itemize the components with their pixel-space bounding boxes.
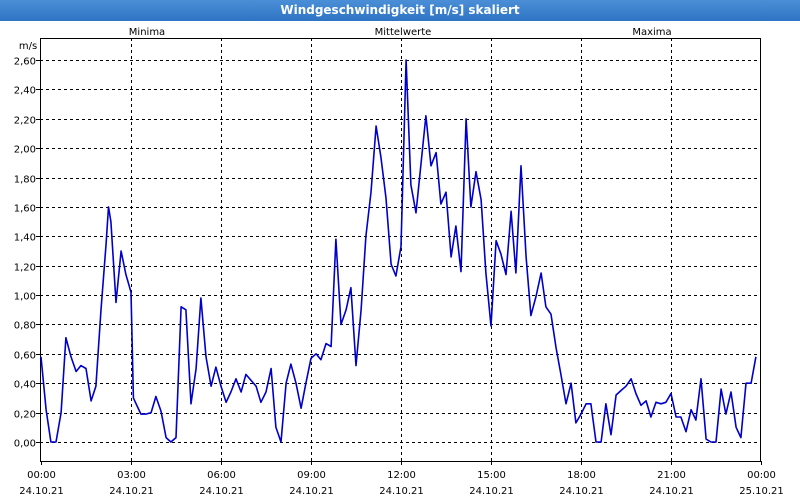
- x-tick-date: 24.10.21: [199, 486, 244, 497]
- x-tick-date: 25.10.21: [739, 486, 784, 497]
- series-line-mittelwerte: [40, 59, 757, 443]
- x-tick-time: 18:00: [567, 470, 596, 481]
- y-axis: 0,00 0,20 0,40 0,60 0,80 1,00 1,20 1,40 1,60 1,80…: [14, 57, 40, 450]
- y-tick-label: 1,40: [14, 233, 36, 244]
- y-tick-label: 2,20: [14, 116, 36, 127]
- x-tick-time: 06:00: [207, 470, 236, 481]
- x-tick-date: 24.10.21: [559, 486, 604, 497]
- series-layer: [40, 59, 757, 443]
- x-axis: 00:00 24.10.21 03:00 24.10.21 06:00 24.10.21 0…: [19, 461, 784, 497]
- x-tick-date: 24.10.21: [19, 486, 64, 497]
- legend-minima: Minima: [129, 27, 165, 38]
- y-tick-label: 0,40: [14, 380, 36, 391]
- x-tick-time: 21:00: [657, 470, 686, 481]
- legend-mittelwerte: Mittelwerte: [375, 27, 432, 38]
- window-title: Windgeschwindigkeit [m/s] skaliert: [0, 0, 800, 21]
- y-tick-label: 2,40: [14, 86, 36, 97]
- y-tick-label: 2,60: [14, 57, 36, 68]
- x-tick-time: 12:00: [387, 470, 416, 481]
- x-tick-time: 03:00: [117, 470, 146, 481]
- y-tick-label: 0,20: [14, 410, 36, 421]
- wind-speed-chart: Minima Mittelwerte Maxima m/s 0,000,200,…: [14, 27, 784, 497]
- x-tick-date: 24.10.21: [469, 486, 514, 497]
- y-tick-label: 1,00: [14, 292, 36, 303]
- plot-frame: [40, 38, 761, 462]
- x-tick-time: 00:00: [747, 470, 776, 481]
- y-axis-unit: m/s: [19, 41, 37, 52]
- y-tick-label: 1,60: [14, 204, 36, 215]
- y-tick-label: 0,80: [14, 321, 36, 332]
- y-tick-label: 1,20: [14, 263, 36, 274]
- x-tick-time: 15:00: [477, 470, 506, 481]
- y-tick-label: 2,00: [14, 145, 36, 156]
- y-tick-label: 0,60: [14, 351, 36, 362]
- x-tick-time: 09:00: [297, 470, 326, 481]
- x-tick-date: 24.10.21: [649, 486, 694, 497]
- legend-maxima: Maxima: [632, 27, 671, 38]
- x-tick-date: 24.10.21: [379, 486, 424, 497]
- y-tick-label: 1,80: [14, 175, 36, 186]
- x-tick-date: 24.10.21: [289, 486, 334, 497]
- y-tick-label: 0,00: [14, 439, 36, 450]
- x-tick-date: 24.10.21: [109, 486, 154, 497]
- x-tick-time: 00:00: [27, 470, 56, 481]
- grid: [40, 38, 760, 461]
